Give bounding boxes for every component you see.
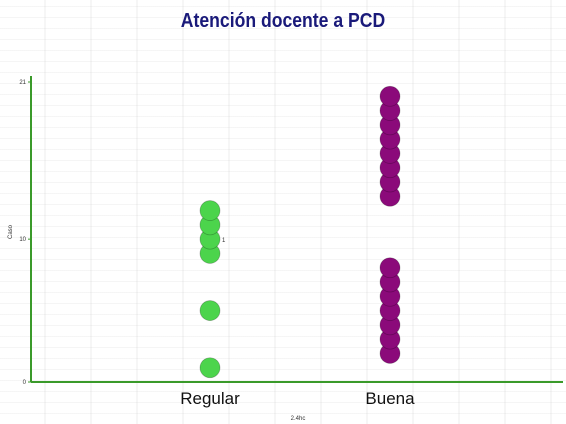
y-tick-label: 21 — [19, 80, 26, 86]
x-category-label: Regular — [180, 389, 240, 408]
data-point — [199, 300, 221, 321]
chart-title: Atención docente a PCD — [180, 10, 386, 32]
x-category-label: Buena — [365, 389, 415, 408]
y-axis-label: Caso — [8, 224, 14, 239]
x-axis-label: 2.4hc — [291, 416, 306, 422]
data-point — [199, 357, 221, 379]
y-tick-label: 10 — [19, 237, 26, 243]
data-point — [379, 257, 401, 279]
data-point — [199, 200, 221, 221]
y-tick-label: 0 — [23, 380, 27, 386]
data-point — [379, 85, 401, 107]
point-annotation: 1 — [222, 238, 226, 244]
